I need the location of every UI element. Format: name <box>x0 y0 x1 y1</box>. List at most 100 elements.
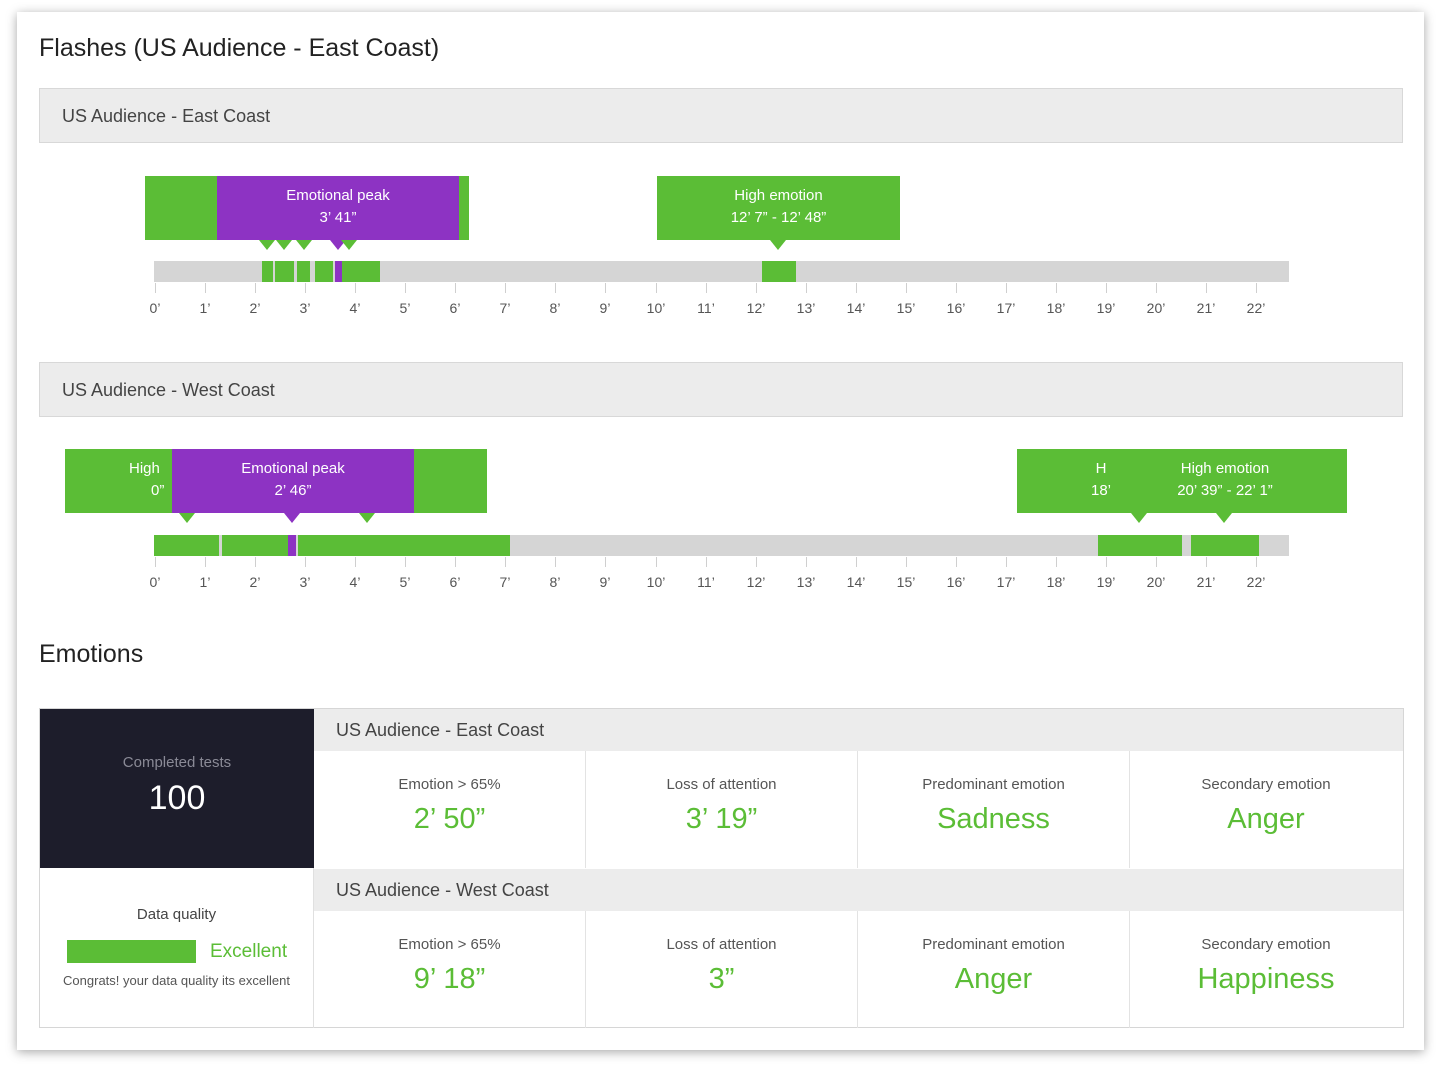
flash-time: 3’ 41” <box>319 209 357 226</box>
timeline-segment <box>222 535 288 556</box>
axis-tick <box>155 283 156 293</box>
timeline-segment <box>762 261 796 282</box>
timeline-segment <box>342 261 380 282</box>
metric-cell: Loss of attention 3” <box>586 911 858 1028</box>
data-quality-value: Excellent <box>210 941 288 962</box>
axis-tick <box>1106 557 1107 567</box>
axis-tick-label: 22’ <box>1246 300 1266 316</box>
data-quality-panel: Data quality Excellent Congrats! your da… <box>40 868 314 1028</box>
axis-tick-label: 4’ <box>349 574 361 590</box>
metric-label: Emotion > 65% <box>398 776 501 793</box>
timeline-title-west: US Audience - West Coast <box>62 380 275 400</box>
axis-tick-label: 6’ <box>449 300 461 316</box>
timeline-segment <box>335 261 342 282</box>
metric-cell: Predominant emotion Anger <box>858 911 1130 1028</box>
row-title: US Audience - East Coast <box>336 720 545 740</box>
axis-tick <box>906 557 907 567</box>
emotions-title: Emotions <box>39 640 144 668</box>
axis-tick-label: 4’ <box>349 300 361 316</box>
axis-tick-label: 10’ <box>646 574 666 590</box>
metric-cell: Predominant emotion Sadness <box>858 751 1130 868</box>
timeline-header-east[interactable]: US Audience - East Coast <box>39 88 1403 143</box>
axis-tick <box>355 557 356 567</box>
axis-tick <box>1156 283 1157 293</box>
metric-value: Anger <box>954 963 1033 995</box>
flash-time: 18’ <box>1090 482 1112 499</box>
page-title: Flashes (US Audience - East Coast) <box>39 34 440 62</box>
data-quality-note: Congrats! your data quality its excellen… <box>63 973 290 988</box>
axis-tick <box>1156 557 1157 567</box>
axis-tick-label: 14’ <box>846 300 866 316</box>
metric-value: Happiness <box>1197 963 1335 995</box>
axis-tick-label: 21’ <box>1196 300 1216 316</box>
axis-tick <box>505 283 506 293</box>
axis-tick-label: 3’ <box>299 300 311 316</box>
metric-label: Secondary emotion <box>1201 936 1331 953</box>
flash-emotional-peak-east[interactable]: Emotional peak 3’ 41” <box>217 176 459 240</box>
axis-tick-label: 20’ <box>1146 574 1166 590</box>
axis-tick-label: 17’ <box>996 574 1016 590</box>
timeline-track-east[interactable] <box>154 261 1289 282</box>
timeline-track-west[interactable] <box>154 535 1289 556</box>
axis-tick-label: 1’ <box>199 300 211 316</box>
axis-tick <box>605 283 606 293</box>
axis-tick <box>305 283 306 293</box>
metric-value: Anger <box>1227 803 1305 835</box>
axis-tick <box>756 283 757 293</box>
axis-tick <box>1006 283 1007 293</box>
timeline-header-west[interactable]: US Audience - West Coast <box>39 362 1403 417</box>
flash-time: 0” <box>151 482 165 499</box>
metric-value: 2’ 50” <box>413 803 486 835</box>
axis-tick <box>956 557 957 567</box>
axis-tick-label: 12’ <box>746 300 766 316</box>
axis-tick-label: 16’ <box>946 574 966 590</box>
axis-tick-label: 2’ <box>249 300 261 316</box>
axis-tick <box>656 557 657 567</box>
axis-tick-label: 15’ <box>896 300 916 316</box>
axis-tick-label: 3’ <box>299 574 311 590</box>
data-quality-label: Data quality <box>136 906 217 923</box>
row-title: US Audience - West Coast <box>336 880 549 900</box>
metric-label: Secondary emotion <box>1201 776 1331 793</box>
axis-tick <box>1206 557 1207 567</box>
axis-tick <box>255 283 256 293</box>
axis-tick-label: 11’ <box>697 300 715 316</box>
axis-tick-label: 13’ <box>796 300 816 316</box>
emotions-row-header-east: US Audience - East Coast <box>314 709 1403 751</box>
axis-tick-label: 13’ <box>796 574 816 590</box>
axis-tick <box>205 557 206 567</box>
emotions-row-header-west: US Audience - West Coast <box>314 869 1403 911</box>
marker-pointer <box>330 240 346 250</box>
timeline-segment <box>288 535 296 556</box>
completed-tests-label: Completed tests <box>122 754 232 771</box>
flash-emotional-peak-west[interactable]: Emotional peak 2’ 46” <box>172 449 414 513</box>
axis-tick <box>305 557 306 567</box>
timeline-title-east: US Audience - East Coast <box>62 106 271 126</box>
flash-label: High <box>129 460 160 477</box>
timeline-segment <box>275 261 294 282</box>
axis-tick-label: 8’ <box>549 574 561 590</box>
axis-tick <box>856 557 857 567</box>
metric-label: Predominant emotion <box>922 936 1065 953</box>
axis-tick <box>605 557 606 567</box>
axis-tick <box>505 557 506 567</box>
data-quality-bar <box>67 940 196 963</box>
axis-tick <box>1256 283 1257 293</box>
axis-tick-label: 8’ <box>549 300 561 316</box>
timeline-segment <box>315 261 333 282</box>
axis-tick-label: 6’ <box>449 574 461 590</box>
axis-tick-label: 1’ <box>199 574 211 590</box>
axis-tick-label: 19’ <box>1096 574 1116 590</box>
metric-value: 9’ 18” <box>413 963 486 995</box>
flashes-card: Flashes (US Audience - East Coast) US Au… <box>17 12 1424 1050</box>
timeline-segment <box>262 261 273 282</box>
axis-tick-label: 17’ <box>996 300 1016 316</box>
metric-cell: Secondary emotion Happiness <box>1130 911 1402 1028</box>
axis-tick-label: 9’ <box>599 574 611 590</box>
axis-tick-label: 10’ <box>646 300 666 316</box>
flash-high-emotion-west[interactable]: H 18’ High emotion 20’ 39” - 22’ 1” <box>1017 449 1347 513</box>
metric-label: Emotion > 65% <box>398 936 501 953</box>
flash-high-emotion-east[interactable]: High emotion 12’ 7” - 12’ 48” <box>657 176 900 240</box>
axis-tick <box>706 283 707 293</box>
metric-value: 3’ 19” <box>685 803 758 835</box>
